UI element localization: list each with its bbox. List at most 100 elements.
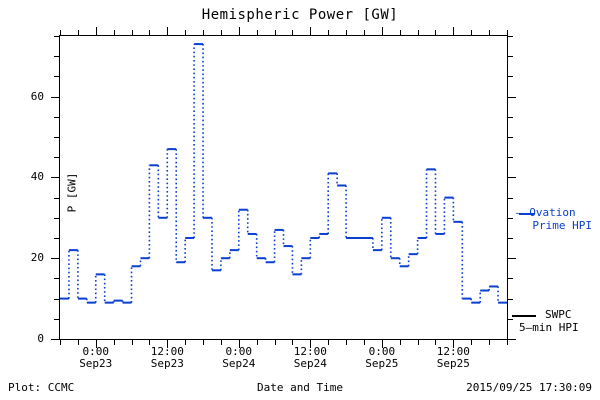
- x-tick-label-date: Sep25: [436, 357, 470, 370]
- x-tick-bottom-24: [203, 339, 205, 345]
- y-tick-left-25: [54, 238, 60, 239]
- y-tick-right-75: [507, 36, 513, 37]
- x-tick-top-12: [131, 30, 133, 36]
- x-tick-top-0: [60, 30, 61, 36]
- x-tick-bottom-27: [220, 339, 222, 345]
- x-tick-bottom-30: [238, 339, 240, 348]
- x-tick-top-75: [507, 30, 508, 36]
- y-tick-right-45: [507, 157, 513, 159]
- x-tick-bottom-21: [185, 339, 187, 345]
- x-tick-label-time: 12:00: [436, 345, 470, 358]
- x-tick-top-51: [363, 30, 365, 36]
- y-tick-left-15: [54, 278, 60, 280]
- x-tick-label-date: Sep24: [222, 357, 256, 370]
- x-tick-label-2: 0:00 Sep24: [194, 346, 284, 370]
- y-tick-left-45: [54, 157, 60, 159]
- x-tick-bottom-51: [363, 339, 365, 345]
- x-tick-label-time: 12:00: [150, 345, 184, 358]
- x-tick-top-45: [328, 30, 330, 36]
- x-tick-bottom-15: [149, 339, 151, 345]
- y-tick-left-40: [51, 177, 60, 179]
- x-tick-bottom-3: [77, 339, 79, 345]
- x-tick-label-4: 0:00 Sep25: [337, 346, 427, 370]
- y-tick-left-20: [51, 258, 60, 260]
- y-tick-label-60: 60: [30, 89, 44, 103]
- y-tick-left-10: [54, 298, 60, 300]
- x-tick-top-3: [77, 30, 79, 36]
- y-tick-left-55: [54, 116, 60, 118]
- y-tick-right-5: [507, 318, 513, 320]
- x-tick-label-0: 0:00 Sep23: [51, 346, 141, 370]
- y-tick-right-50: [507, 137, 513, 138]
- x-tick-bottom-33: [256, 339, 258, 345]
- x-tick-label-date: Sep25: [365, 357, 399, 370]
- y-tick-left-30: [54, 217, 60, 219]
- x-tick-bottom-63: [435, 339, 437, 345]
- x-tick-bottom-69: [471, 339, 473, 345]
- x-tick-top-27: [220, 30, 222, 36]
- x-tick-label-time: 0:00: [82, 345, 110, 358]
- x-axis-label: Date and Time: [256, 381, 344, 394]
- legend-ovation-dash: [519, 213, 534, 215]
- legend-swpc-5min-hpi: SWPC 5–min HPI: [519, 308, 600, 334]
- legend-ovation-line2: Prime HPI: [532, 219, 592, 232]
- y-tick-left-35: [54, 197, 60, 199]
- x-tick-bottom-42: [310, 339, 312, 348]
- x-tick-bottom-54: [381, 339, 383, 348]
- y-tick-label-0: 0: [37, 332, 44, 345]
- x-tick-label-date: Sep23: [79, 357, 113, 370]
- x-tick-label-date: Sep23: [150, 357, 184, 370]
- x-tick-bottom-75: [507, 339, 508, 345]
- x-tick-top-33: [256, 30, 258, 36]
- plot-credit: Plot: CCMC: [8, 381, 75, 394]
- y-tick-left-60: [51, 96, 60, 98]
- y-tick-right-55: [507, 116, 513, 118]
- y-tick-left-50: [54, 137, 60, 138]
- y-tick-right-15: [507, 278, 513, 280]
- x-tick-top-42: [310, 27, 312, 36]
- x-tick-label-time: 0:00: [225, 345, 253, 358]
- y-tick-left-65: [54, 76, 60, 78]
- x-tick-label-date: Sep24: [293, 357, 327, 370]
- x-tick-label-3: 12:00 Sep24: [265, 346, 355, 370]
- legend-swpc-dash: [512, 315, 536, 317]
- x-tick-top-57: [399, 30, 401, 36]
- y-tick-right-70: [507, 56, 513, 58]
- y-tick-right-30: [507, 217, 513, 219]
- x-tick-bottom-60: [417, 339, 419, 345]
- plot-area: P [GW] 0 20 40 60 0:00 Sep23 12:00 Sep23 0:00 Sep…: [31, 27, 516, 370]
- x-tick-bottom-72: [489, 339, 491, 345]
- y-tick-right-60: [507, 96, 516, 98]
- chart-title: Hemispheric Power [GW]: [201, 7, 399, 23]
- x-tick-top-24: [203, 30, 205, 36]
- x-tick-bottom-36: [274, 339, 276, 345]
- x-tick-top-66: [453, 27, 455, 36]
- y-tick-right-65: [507, 76, 513, 78]
- data-series-ovation-prime-hpi: [60, 43, 507, 304]
- x-tick-bottom-0: [60, 339, 61, 345]
- y-tick-left-75: [54, 36, 60, 37]
- timestamp: 2015/09/25 17:30:09: [466, 381, 592, 394]
- legend-swpc-line2: 5–min HPI: [519, 321, 579, 334]
- x-tick-label-1: 12:00 Sep23: [122, 346, 212, 370]
- x-tick-top-39: [292, 30, 294, 36]
- x-tick-bottom-57: [399, 339, 401, 345]
- y-tick-left-0: [51, 339, 60, 340]
- x-tick-top-18: [167, 27, 169, 36]
- x-tick-top-15: [149, 30, 151, 36]
- x-tick-label-time: 12:00: [293, 345, 327, 358]
- x-tick-top-54: [381, 27, 383, 36]
- x-tick-bottom-45: [328, 339, 330, 345]
- y-tick-right-0: [507, 339, 516, 340]
- x-tick-bottom-12: [131, 339, 133, 345]
- legend-ovation-line1: – Ovation: [516, 206, 576, 219]
- y-tick-right-35: [507, 197, 513, 199]
- x-tick-bottom-9: [113, 339, 115, 345]
- x-tick-top-63: [435, 30, 437, 36]
- x-tick-label-time: 0:00: [368, 345, 396, 358]
- x-tick-top-21: [185, 30, 187, 36]
- y-tick-label-20: 20: [30, 251, 44, 265]
- legend-swpc-line1: SWPC: [545, 308, 572, 321]
- x-tick-top-6: [95, 27, 97, 36]
